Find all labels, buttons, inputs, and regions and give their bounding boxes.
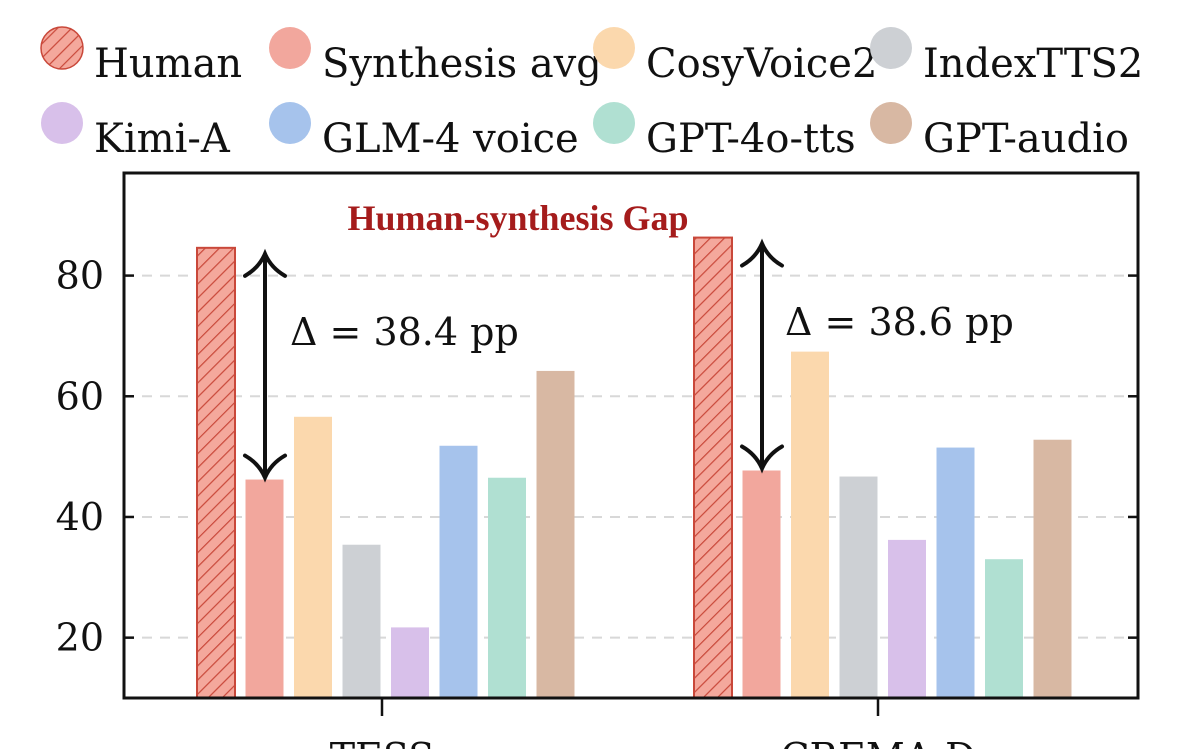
bar-crema-d-1 xyxy=(742,470,781,698)
gap-title: Human-synthesis Gap xyxy=(347,198,688,238)
bars xyxy=(196,236,1072,700)
bar-tess-5 xyxy=(439,445,478,698)
legend-item-2: CosyVoice2 xyxy=(593,27,877,87)
legend-swatch-5 xyxy=(269,102,311,144)
legend-swatch-4 xyxy=(41,102,83,144)
xtick-label-1: CREMA-D xyxy=(780,735,975,749)
legend-item-0: Human xyxy=(40,26,242,87)
bar-tess-6 xyxy=(488,477,526,698)
xtick-label-0: TESS xyxy=(330,735,434,749)
delta-label-0: Δ = 38.4 pp xyxy=(290,310,519,354)
legend-item-4: Kimi-A xyxy=(41,102,231,162)
legend-label-1: Synthesis avg xyxy=(322,41,602,87)
bar-tess-0 xyxy=(196,246,236,700)
legend-item-1: Synthesis avg xyxy=(269,27,602,87)
bar-crema-d-6 xyxy=(985,559,1023,698)
bar-crema-d-5 xyxy=(936,447,975,698)
bar-tess-1 xyxy=(245,479,284,698)
legend-item-6: GPT-4o-tts xyxy=(593,102,856,162)
bar-crema-d-7 xyxy=(1033,439,1072,698)
legend-swatch-2 xyxy=(593,27,635,69)
legend-swatch-7 xyxy=(870,102,912,144)
gap-arrows xyxy=(243,238,784,483)
legend-swatch-3 xyxy=(870,27,912,69)
delta-label-1: Δ = 38.6 pp xyxy=(785,300,1014,344)
plot-frame xyxy=(122,171,1140,700)
bar-crema-d-2 xyxy=(791,351,829,698)
bar-crema-d-0 xyxy=(693,236,733,699)
axes: 20 40 60 80 TESS CREMA-D xyxy=(56,171,1140,749)
bar-crema-d-4 xyxy=(888,539,926,698)
legend-label-3: IndexTTS2 xyxy=(923,41,1143,87)
legend-label-6: GPT-4o-tts xyxy=(646,116,856,162)
legend-label-4: Kimi-A xyxy=(94,116,231,162)
legend-label-5: GLM-4 voice xyxy=(322,116,579,162)
gap-arrow-1 xyxy=(740,238,784,474)
legend-item-3: IndexTTS2 xyxy=(870,27,1143,87)
bar-crema-d-3 xyxy=(839,476,878,698)
legend-item-7: GPT-audio xyxy=(870,102,1129,162)
legend: Human Synthesis avg CosyVoice2 IndexTTS2 Kim… xyxy=(40,26,1143,162)
gap-arrow-0 xyxy=(243,248,287,483)
legend-label-0: Human xyxy=(94,41,242,87)
legend-swatch-1 xyxy=(269,27,311,69)
grid-lines xyxy=(124,274,1138,639)
legend-label-7: GPT-audio xyxy=(923,116,1129,162)
ytick-label-3: 80 xyxy=(56,254,104,298)
legend-label-2: CosyVoice2 xyxy=(646,41,877,87)
bar-tess-3 xyxy=(342,544,381,698)
bar-tess-7 xyxy=(536,370,575,698)
ytick-label-2: 60 xyxy=(56,374,104,418)
ytick-label-0: 20 xyxy=(56,616,104,660)
legend-item-5: GLM-4 voice xyxy=(269,102,579,162)
ytick-label-1: 40 xyxy=(56,495,104,539)
legend-swatch-6 xyxy=(593,102,635,144)
bar-tess-2 xyxy=(294,416,332,698)
bar-tess-4 xyxy=(391,627,429,698)
legend-swatch-0 xyxy=(40,26,84,70)
